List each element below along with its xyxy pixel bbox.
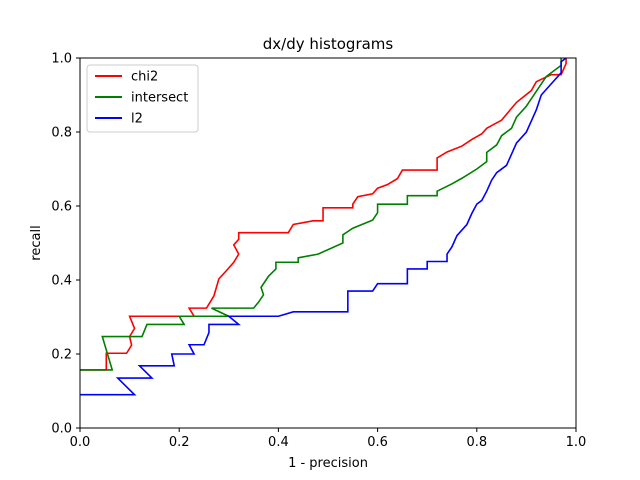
y-axis: 0.0 0.2 0.4 0.6 0.8 1.0: [51, 52, 80, 437]
x-tick-label: 0.2: [169, 435, 190, 450]
chart-title: dx/dy histograms: [263, 35, 394, 53]
series-line-intersect: [80, 58, 562, 371]
y-tick-label: 0.0: [51, 422, 72, 437]
x-tick-label: 0.4: [268, 435, 289, 450]
y-tick-label: 1.0: [51, 52, 72, 67]
legend-label-l2: l2: [131, 112, 143, 127]
y-tick-label: 0.6: [51, 200, 72, 215]
y-tick-label: 0.4: [51, 274, 72, 289]
series-line-l2: [80, 57, 567, 396]
legend-label-chi2: chi2: [131, 70, 158, 85]
series-layer: [80, 57, 567, 396]
legend: chi2 intersect l2: [86, 64, 199, 133]
x-axis-label: 1 - precision: [288, 456, 368, 471]
legend-box: [86, 64, 199, 133]
y-axis-label: recall: [29, 225, 44, 260]
x-tick-label: 0.0: [70, 435, 91, 450]
y-tick-label: 0.2: [51, 348, 72, 363]
x-tick-label: 0.6: [367, 435, 388, 450]
axes-frame: [79, 57, 577, 429]
x-tick-label: 0.8: [466, 435, 487, 450]
y-tick-label: 0.8: [51, 126, 72, 141]
legend-label-intersect: intersect: [131, 91, 188, 106]
x-tick-label: 1.0: [566, 435, 587, 450]
x-axis: 0.0 0.2 0.4 0.6 0.8 1.0: [70, 428, 587, 450]
